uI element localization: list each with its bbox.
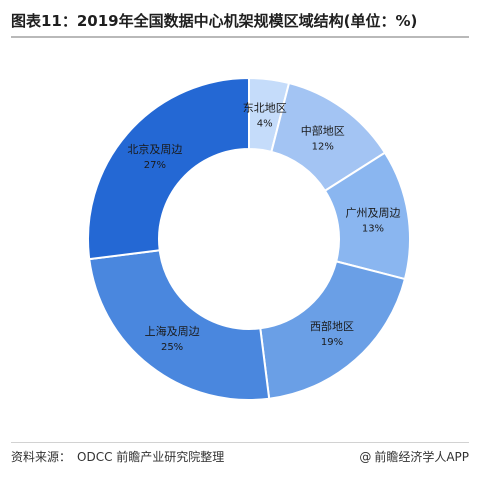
donut-slice-4 [259,260,407,400]
donut-labels: 东北地区 4% 中部地区 12% 广州及周边 13% 西部地区 19% 上海及周边 25% 北京及周… [127,101,400,353]
donut-slice-6 [87,76,250,261]
donut-slice-5 [88,249,271,401]
title-divider [11,36,469,38]
slice-category-label-4: 西部地区 [310,319,354,333]
slice-value-label-5: 25% [161,342,183,353]
slice-value-label-4: 19% [321,337,343,348]
slice-value-label-6: 27% [144,160,166,171]
slice-category-label-6: 北京及周边 [127,142,182,156]
donut-chart: 东北地区 4% 中部地区 12% 广州及周边 13% 西部地区 19% 上海及周边 25% 北京及周… [87,76,411,401]
footer-divider [11,442,469,443]
slice-category-label-3: 广州及周边 [345,206,400,219]
slice-value-label-1: 4% [257,118,273,129]
at-sign-icon: @ [359,450,372,464]
slice-category-label-2: 中部地区 [301,123,345,137]
brand-credit: @ 前瞻经济学人APP [359,448,469,465]
slice-category-label-1: 东北地区 [243,101,287,114]
chart-title: 图表11：2019年全国数据中心机架规模区域结构(单位：%) [11,12,418,30]
slice-value-label-3: 13% [362,223,384,234]
slice-value-label-2: 12% [312,141,334,152]
slice-category-label-5: 上海及周边 [145,324,200,338]
source-note: 资料来源： ODCC 前瞻产业研究院整理 [11,448,224,465]
source-label: 资料来源： [11,450,72,464]
source-text: ODCC 前瞻产业研究院整理 [77,450,225,464]
brand-text: 前瞻经济学人APP [374,450,469,464]
donut-slices [87,76,411,401]
